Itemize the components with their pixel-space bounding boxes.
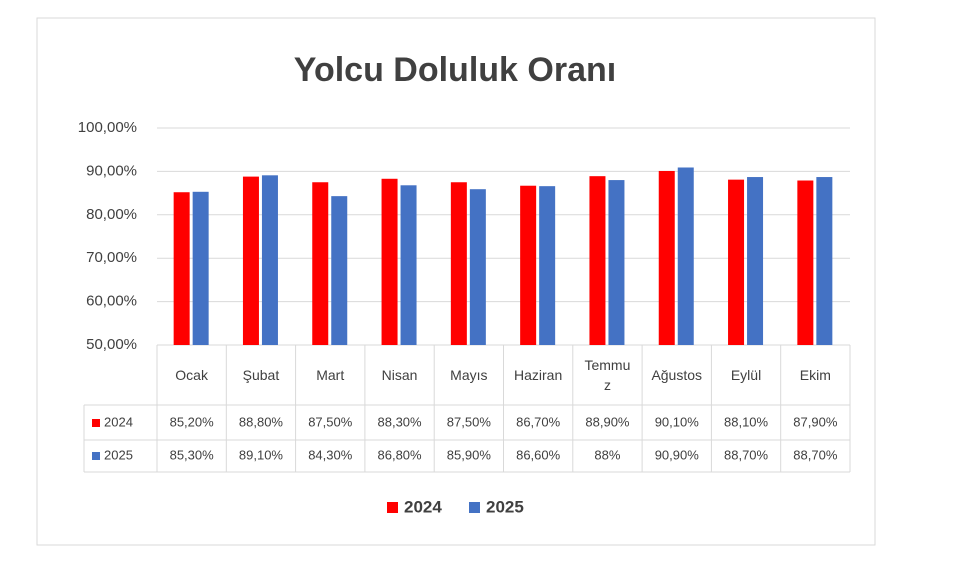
- table-value: 85,20%: [170, 414, 215, 429]
- category-cell: Ağustos: [651, 367, 703, 383]
- category-cell: Mayıs: [450, 367, 488, 383]
- y-tick-label: 80,00%: [86, 206, 137, 223]
- table-value: 88%: [594, 447, 620, 462]
- legend-label: 2025: [486, 497, 524, 516]
- table-value: 88,10%: [724, 414, 769, 429]
- bar: [312, 182, 329, 345]
- table-value: 85,30%: [170, 447, 215, 462]
- legend-swatch: [469, 502, 480, 513]
- x-tick-label: Haziran: [514, 367, 563, 383]
- category-cell: Ocak: [175, 367, 208, 383]
- table-value: 88,70%: [793, 447, 838, 462]
- category-cell: Şubat: [242, 367, 280, 383]
- bar: [608, 180, 625, 345]
- legend-key: [92, 452, 100, 460]
- x-tick-label: Nisan: [381, 367, 418, 383]
- x-tick-label: Ekim: [799, 367, 831, 383]
- table-value: 86,70%: [516, 414, 561, 429]
- chart-title: Yolcu Doluluk Oranı: [294, 51, 616, 89]
- category-cell: Mart: [316, 367, 345, 383]
- y-tick-label: 70,00%: [86, 249, 137, 266]
- bar: [589, 176, 606, 345]
- legend-label: 2024: [404, 497, 442, 516]
- bar: [450, 182, 467, 345]
- y-tick-label: 90,00%: [86, 162, 137, 179]
- category-cell: Ekim: [799, 367, 831, 383]
- bar: [173, 192, 190, 345]
- table-value: 87,50%: [308, 414, 353, 429]
- bar: [381, 178, 398, 345]
- x-tick-label: Ocak: [175, 367, 208, 383]
- table-value: 89,10%: [239, 447, 284, 462]
- y-tick-label: 100,00%: [78, 119, 137, 136]
- table-value: 88,70%: [724, 447, 769, 462]
- bar: [242, 176, 259, 345]
- table-value: 87,90%: [793, 414, 838, 429]
- bar: [677, 167, 694, 345]
- x-tick-label: Şubat: [242, 367, 280, 383]
- table-row-label: 2024: [104, 414, 133, 429]
- category-cell: Temmuz: [584, 357, 631, 393]
- legend-swatch: [387, 502, 398, 513]
- y-tick-label: 50,00%: [86, 336, 137, 353]
- x-tick-label: Mayıs: [450, 367, 488, 383]
- table-value: 88,30%: [378, 414, 423, 429]
- table-value: 86,80%: [378, 447, 423, 462]
- bar: [816, 177, 833, 345]
- bar: [747, 177, 764, 345]
- table-value: 88,90%: [585, 414, 630, 429]
- category-cell: Eylül: [730, 367, 762, 383]
- category-cell: Haziran: [514, 367, 563, 383]
- bar: [192, 191, 209, 345]
- bar: [331, 196, 348, 345]
- bar: [520, 185, 537, 345]
- table-value: 87,50%: [447, 414, 492, 429]
- category-cell: Nisan: [381, 367, 418, 383]
- bar: [400, 185, 417, 345]
- legend-key: [92, 419, 100, 427]
- table-value: 84,30%: [308, 447, 353, 462]
- bar: [261, 175, 278, 345]
- bar: [539, 186, 556, 345]
- bar: [658, 170, 675, 345]
- table-value: 90,90%: [655, 447, 700, 462]
- table-value: 86,60%: [516, 447, 561, 462]
- bar: [469, 189, 486, 345]
- bar: [797, 180, 814, 345]
- x-tick-label: Mart: [316, 367, 345, 383]
- table-value: 90,10%: [655, 414, 700, 429]
- bar: [728, 179, 745, 345]
- x-tick-label: Ağustos: [651, 367, 703, 383]
- table-row-label: 2025: [104, 447, 133, 462]
- x-tick-label: Eylül: [730, 367, 762, 383]
- y-tick-label: 60,00%: [86, 293, 137, 310]
- x-tick-label: Temmuz: [584, 357, 631, 393]
- table-value: 88,80%: [239, 414, 284, 429]
- table-value: 85,90%: [447, 447, 492, 462]
